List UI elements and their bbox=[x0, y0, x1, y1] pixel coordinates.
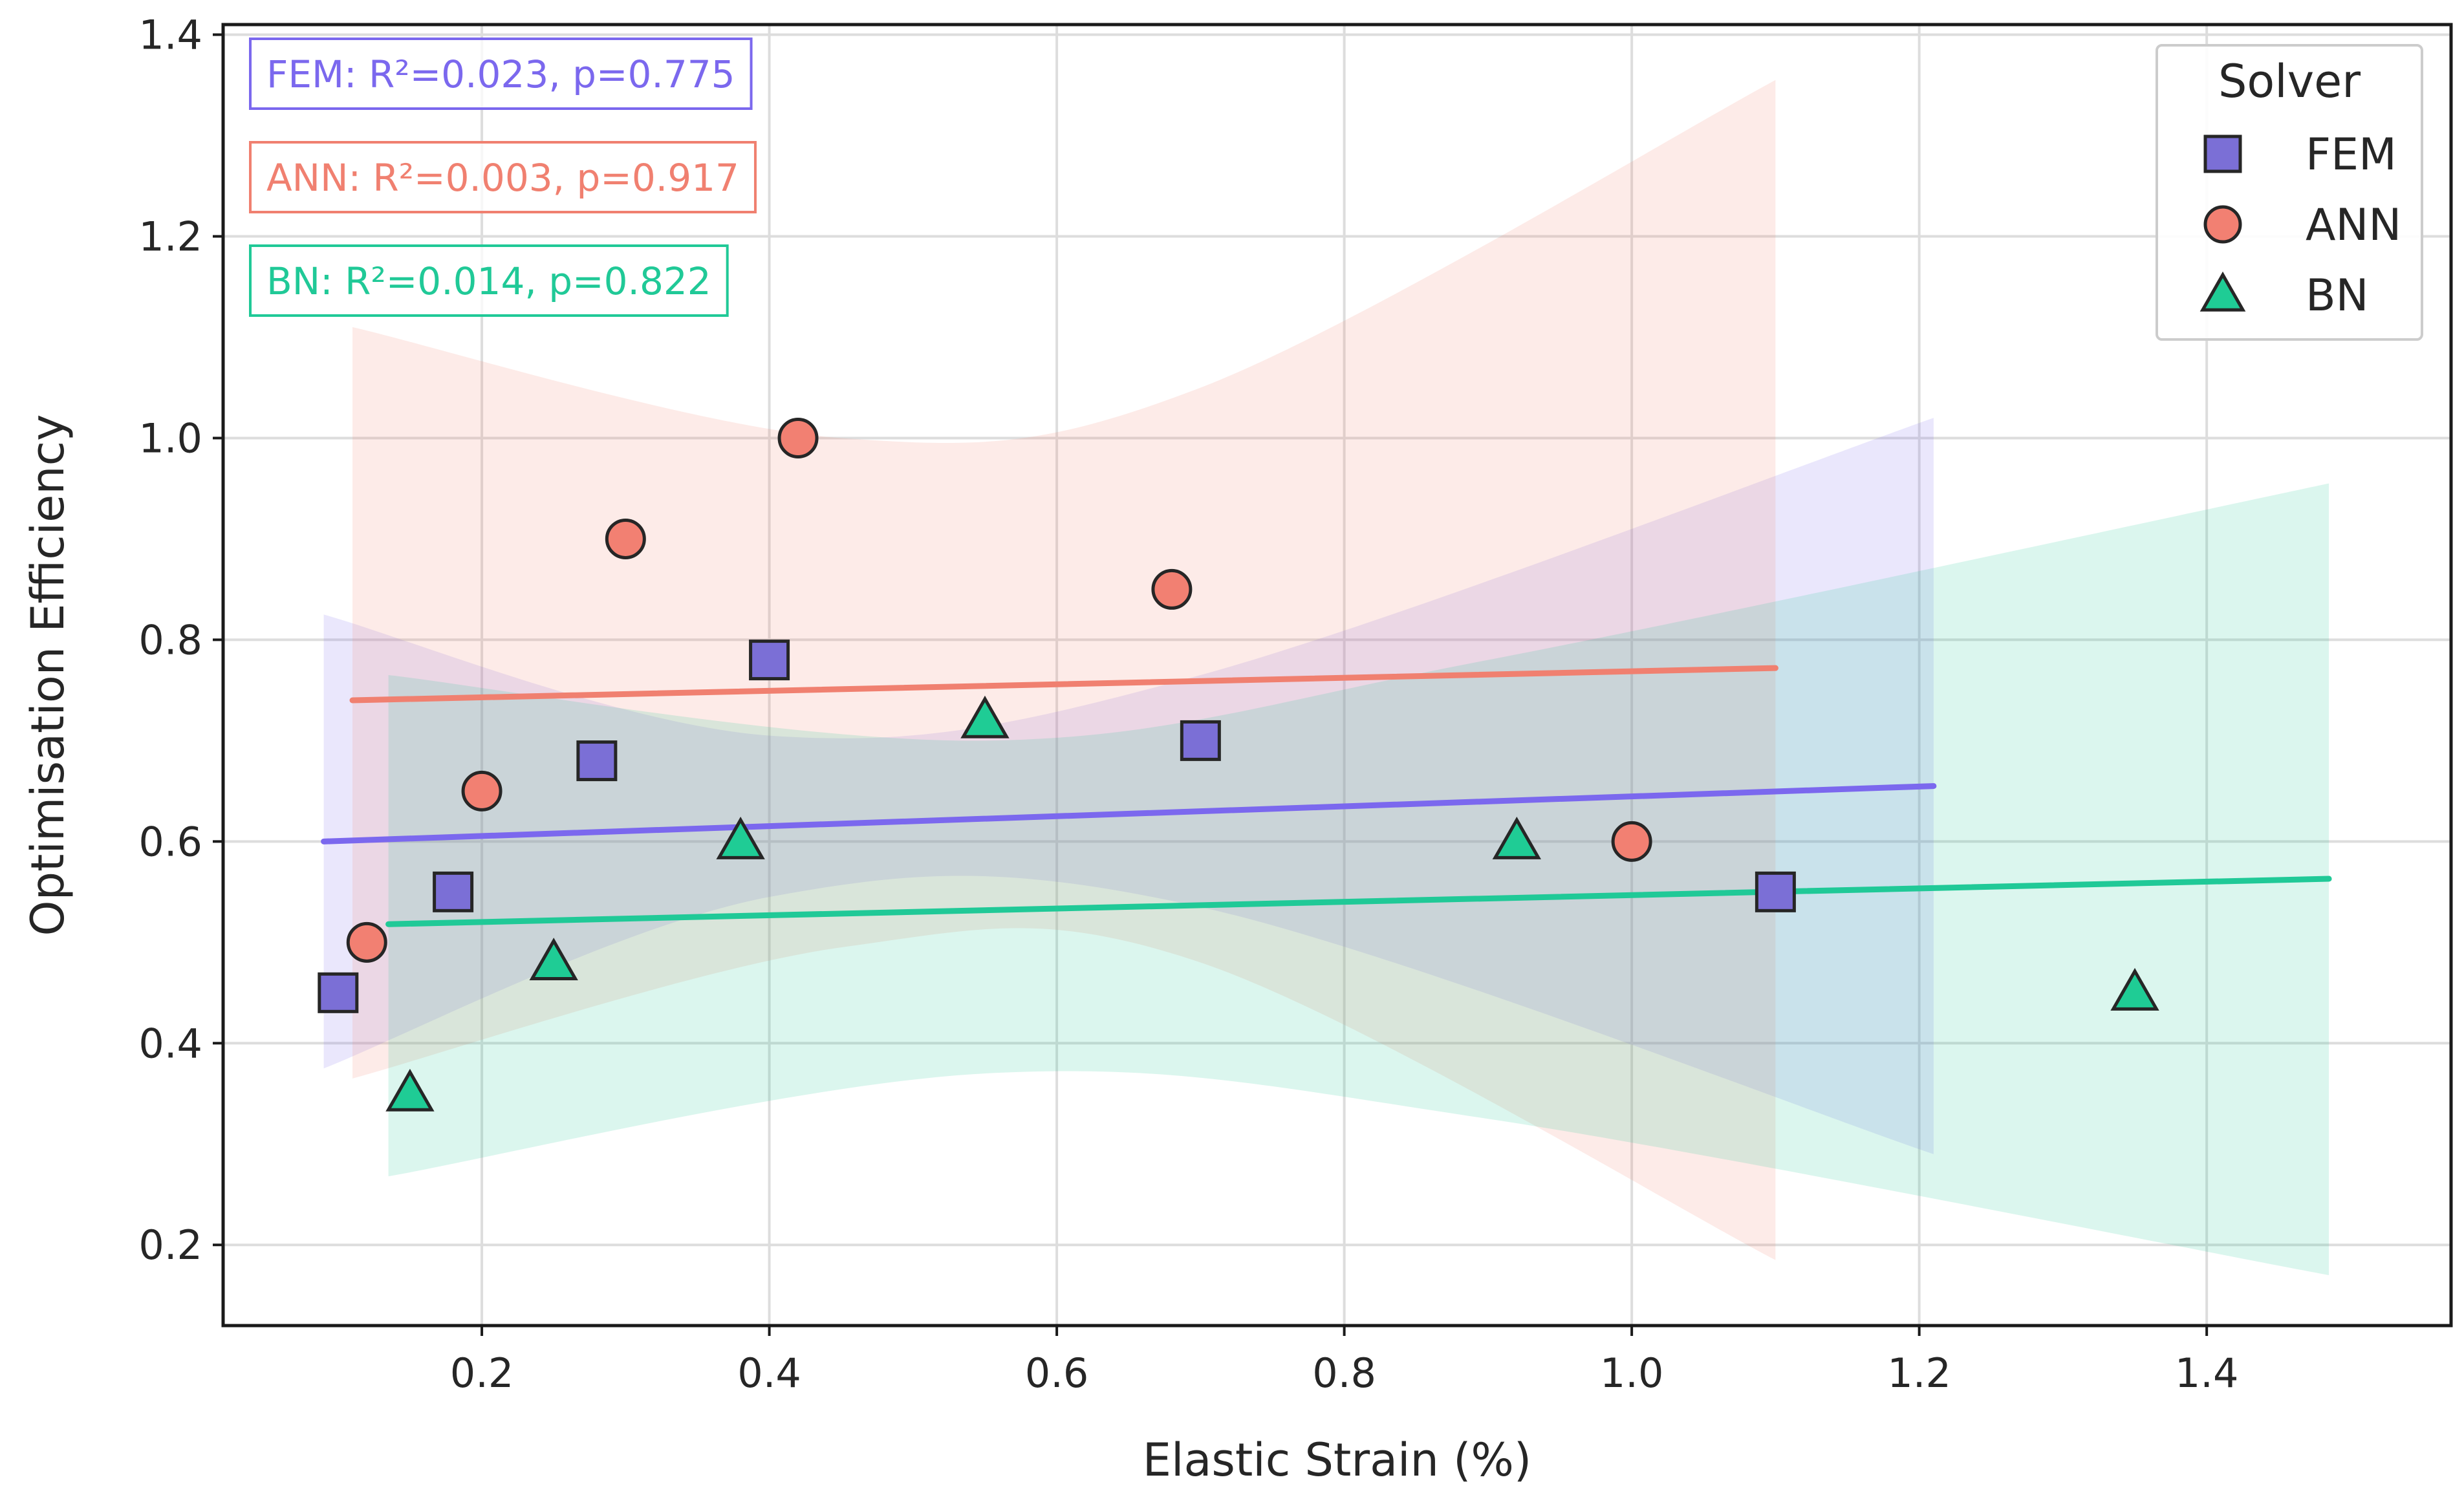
y-tick-label: 0.6 bbox=[138, 818, 202, 865]
grid-lines bbox=[223, 25, 2451, 1326]
fem-stat-annotation: FEM: R²=0.023, p=0.775 bbox=[249, 38, 753, 110]
ann-point bbox=[605, 518, 646, 559]
legend-box bbox=[2156, 44, 2423, 341]
y-tick-label: 1.4 bbox=[138, 12, 202, 59]
fem-legend-label: FEM bbox=[2306, 129, 2397, 180]
ann-legend-marker bbox=[2203, 205, 2242, 244]
bn-point bbox=[960, 695, 1010, 738]
fem-point bbox=[1755, 871, 1796, 912]
data-markers bbox=[318, 417, 2159, 1112]
bn-point bbox=[716, 816, 765, 859]
bn-legend-label: BN bbox=[2306, 270, 2369, 321]
y-tick-label: 0.2 bbox=[138, 1221, 202, 1269]
bn-point bbox=[385, 1068, 435, 1112]
y-tick-label: 0.4 bbox=[138, 1020, 202, 1067]
bn-stat-annotation: BN: R²=0.014, p=0.822 bbox=[249, 244, 729, 317]
bn-point bbox=[1492, 816, 1541, 859]
ann-fit-line bbox=[349, 665, 1778, 704]
x-tick-label: 0.2 bbox=[450, 1350, 514, 1397]
fem-point bbox=[1180, 720, 1221, 761]
bn-stat-box bbox=[249, 244, 729, 317]
fem-legend-marker bbox=[2203, 134, 2242, 173]
bn-legend-marker bbox=[2199, 271, 2246, 312]
y-tick-label: 1.0 bbox=[138, 414, 202, 462]
ann-confidence-band bbox=[352, 80, 1776, 1260]
y-axis-title: Optimisation Efficiency bbox=[21, 414, 74, 936]
fit-lines bbox=[321, 665, 2332, 927]
fem-point bbox=[433, 871, 474, 912]
x-tick-label: 1.4 bbox=[2175, 1350, 2239, 1397]
x-tick-label: 1.2 bbox=[1887, 1350, 1951, 1397]
ann-stat-text: ANN: R²=0.003, p=0.917 bbox=[266, 156, 739, 200]
y-tick-label: 1.2 bbox=[138, 213, 202, 261]
y-tick-label: 0.8 bbox=[138, 616, 202, 663]
fem-fit-line bbox=[321, 783, 1937, 844]
axis-ticks: 0.2 0.4 0.6 0.8 1.0 1.2 1.4 0.2 0.4 0.6 0.8 1.0 1.2 1… bbox=[138, 12, 2238, 1397]
legend: Solver FEM ANN BN bbox=[2156, 44, 2423, 341]
legend-items: FEM ANN BN bbox=[2199, 129, 2401, 321]
fem-point bbox=[576, 740, 618, 782]
ann-point bbox=[1611, 821, 1652, 862]
bn-point bbox=[529, 938, 578, 981]
ann-point bbox=[777, 417, 819, 458]
ann-legend-label: ANN bbox=[2306, 200, 2401, 251]
x-axis-title: Elastic Strain (%) bbox=[1143, 1434, 1531, 1487]
confidence-bands bbox=[323, 80, 2329, 1276]
fem-stat-text: FEM: R²=0.023, p=0.775 bbox=[266, 52, 735, 96]
ann-stat-box bbox=[249, 141, 757, 213]
ann-point bbox=[346, 921, 387, 963]
fem-confidence-band bbox=[323, 418, 1934, 1154]
x-tick-label: 1.0 bbox=[1600, 1350, 1664, 1397]
ann-point bbox=[1151, 568, 1193, 610]
stat-annotations: FEM: R²=0.023, p=0.775 ANN: R²=0.003, p=0… bbox=[249, 38, 757, 317]
x-tick-label: 0.8 bbox=[1312, 1350, 1376, 1397]
plot-frame bbox=[221, 23, 2453, 1328]
bn-fit-line bbox=[385, 876, 2332, 927]
x-tick-label: 0.4 bbox=[737, 1350, 801, 1397]
bn-point bbox=[2110, 967, 2159, 1011]
x-tick-label: 0.6 bbox=[1025, 1350, 1089, 1397]
ann-point bbox=[461, 770, 503, 812]
fem-point bbox=[749, 640, 790, 681]
legend-title: Solver bbox=[2218, 55, 2361, 108]
bn-stat-text: BN: R²=0.014, p=0.822 bbox=[266, 259, 711, 303]
ann-stat-annotation: ANN: R²=0.003, p=0.917 bbox=[249, 141, 757, 213]
fem-stat-box bbox=[249, 38, 753, 110]
fem-point bbox=[318, 972, 359, 1013]
bn-confidence-band bbox=[388, 483, 2329, 1276]
